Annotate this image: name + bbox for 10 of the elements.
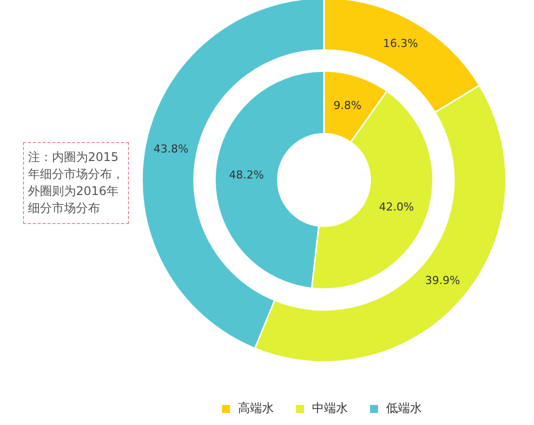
legend-label: 低端水 <box>386 400 422 417</box>
data-label: 42.0% <box>379 200 414 214</box>
data-label: 39.9% <box>425 274 460 288</box>
legend-label: 中端水 <box>312 400 348 417</box>
data-label: 9.8% <box>334 98 362 112</box>
text: 注：内圈为2015年细分市场分布，外圈则为2016年细分市场分布 <box>23 142 129 224</box>
data-label: 43.8% <box>153 142 188 156</box>
legend-label: 高端水 <box>238 400 274 417</box>
data-label: 16.3% <box>382 36 418 50</box>
data-label: 48.2% <box>229 168 264 182</box>
